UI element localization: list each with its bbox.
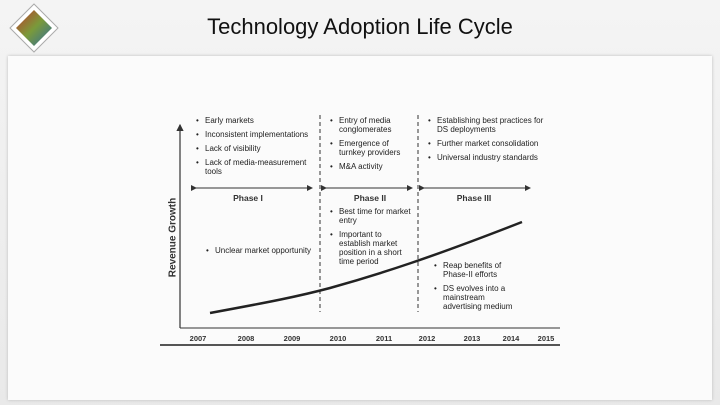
bullet: Best time for market entry	[330, 207, 414, 225]
slide-title: Technology Adoption Life Cycle	[207, 14, 513, 39]
bullet: Lack of visibility	[196, 144, 316, 153]
bullet: Entry of media conglomerates	[330, 116, 414, 134]
bullet: Further market consolidation	[428, 139, 554, 148]
bullet: Lack of media-measurement tools	[196, 158, 316, 176]
year-label: 2008	[237, 334, 255, 343]
growth-curve	[209, 220, 523, 315]
bullet: Universal industry standards	[428, 153, 554, 162]
phase-label: Phase I	[233, 193, 263, 203]
y-axis-label: Revenue Growth	[167, 197, 179, 278]
bullet: Emergence of turnkey providers	[330, 139, 414, 157]
phase-label: Phase III	[456, 193, 492, 203]
bullet: Establishing best practices for DS deplo…	[428, 116, 554, 134]
phase-label: Phase II	[353, 193, 387, 203]
bullet: Reap benefits of Phase-II efforts	[434, 261, 524, 279]
bullet: M&A activity	[330, 162, 414, 171]
year-label: 2010	[329, 334, 347, 343]
year-label: 2013	[463, 334, 481, 343]
bullet-list: Establishing best practices for DS deplo…	[428, 116, 554, 167]
bullet-list: Unclear market opportunity	[206, 246, 318, 260]
bullet: Early markets	[196, 116, 316, 125]
base-bar	[160, 344, 560, 346]
bullet-list: Best time for market entry Important to e…	[330, 207, 414, 271]
bullet: Important to establish market position i…	[330, 230, 414, 266]
content-panel	[8, 56, 712, 400]
bullet: DS evolves into a mainstream advertising…	[434, 284, 524, 311]
year-label: 2015	[537, 334, 555, 343]
bullet-list: Early markets Inconsistent implementation…	[196, 116, 316, 181]
bullet-list: Reap benefits of Phase-II efforts DS evol…	[434, 261, 524, 316]
year-label: 2012	[418, 334, 436, 343]
bullet: Inconsistent implementations	[196, 130, 316, 139]
bullet-list: Entry of media conglomerates Emergence of…	[330, 116, 414, 176]
bullet: Unclear market opportunity	[206, 246, 318, 255]
year-label: 2009	[283, 334, 301, 343]
logo	[9, 3, 59, 53]
year-label: 2011	[375, 334, 393, 343]
year-label: 2014	[502, 334, 520, 343]
year-label: 2007	[189, 334, 207, 343]
